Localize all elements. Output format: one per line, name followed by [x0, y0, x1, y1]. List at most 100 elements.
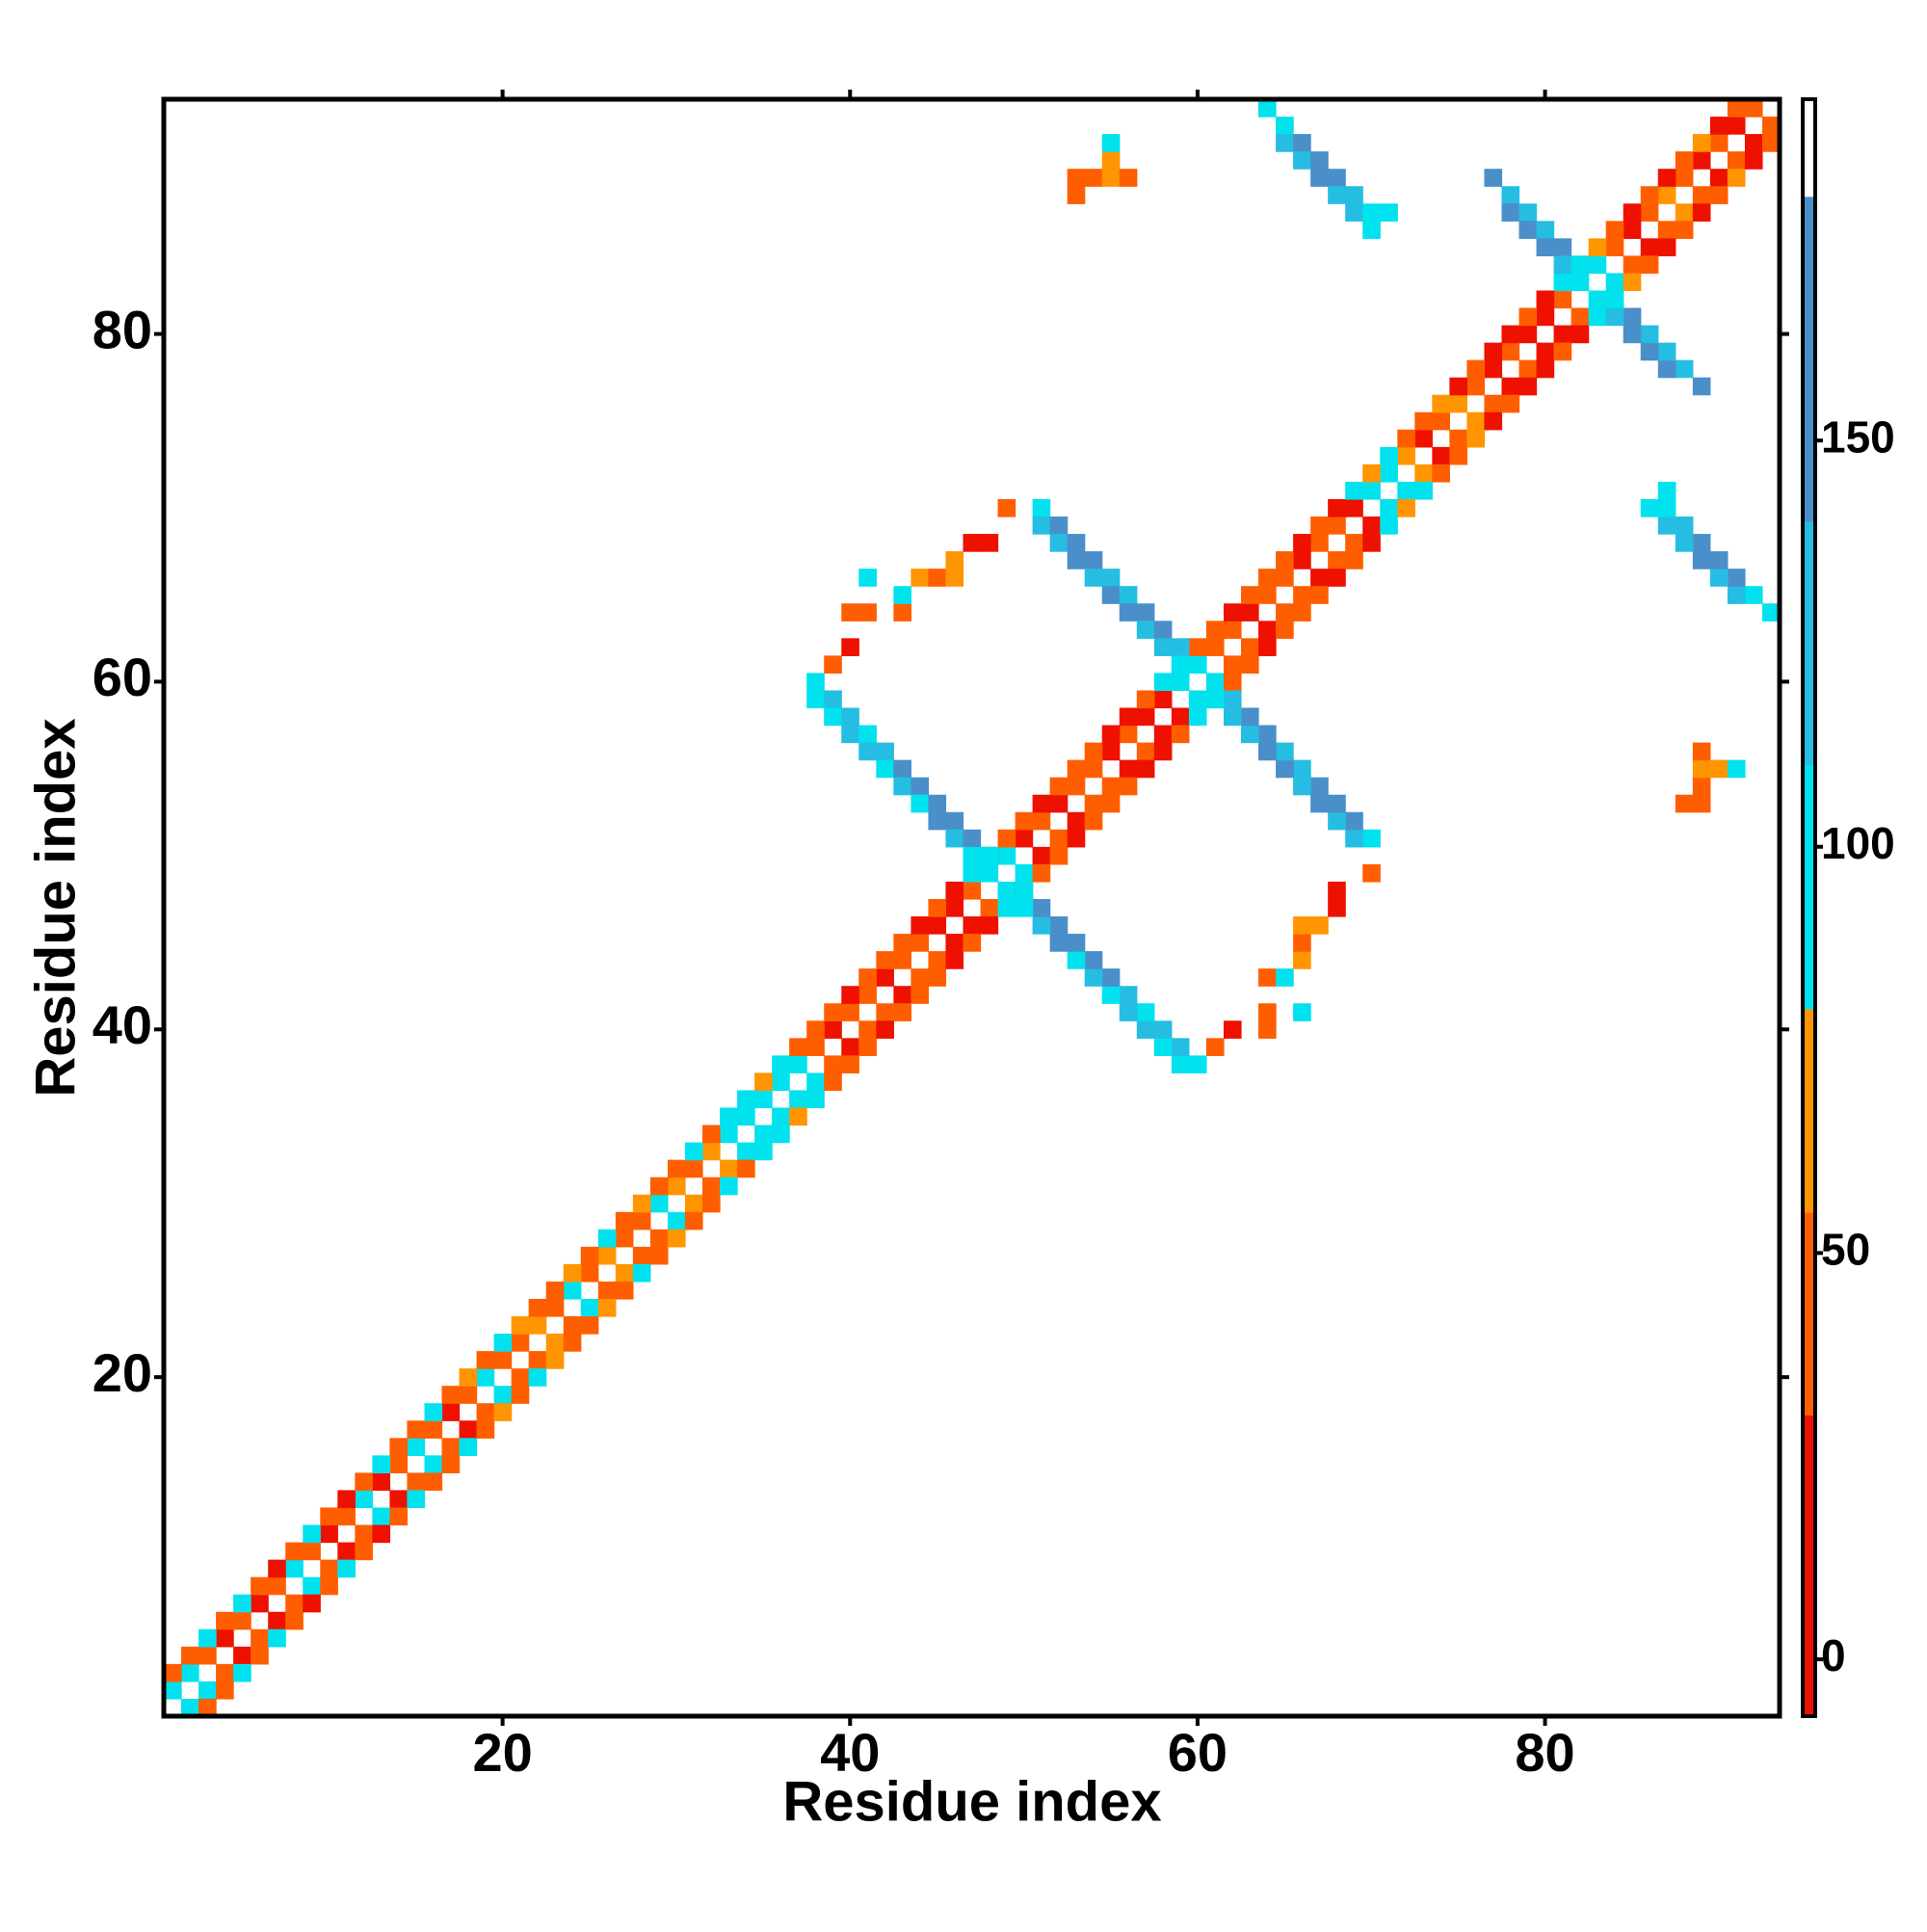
- heatmap-cell: [1136, 742, 1155, 761]
- heatmap-cell: [1727, 759, 1746, 779]
- heatmap-cell: [1709, 759, 1729, 779]
- heatmap-cell: [1536, 342, 1555, 361]
- heatmap-cell: [1258, 725, 1277, 744]
- heatmap-cell: [164, 1663, 182, 1682]
- heatmap-cell: [945, 829, 964, 848]
- heatmap-cell: [268, 1559, 286, 1578]
- heatmap-cell: [320, 1576, 338, 1596]
- heatmap-cell: [493, 1386, 513, 1404]
- heatmap-cell: [1449, 446, 1468, 465]
- heatmap-cell: [893, 934, 911, 952]
- heatmap-cell: [1015, 829, 1034, 848]
- heatmap-cell: [1276, 117, 1294, 135]
- heatmap-cell: [1223, 690, 1242, 709]
- heatmap-cell: [737, 1090, 755, 1109]
- heatmap-cell: [1675, 516, 1694, 535]
- heatmap-cell: [1518, 359, 1538, 379]
- heatmap-cell: [772, 1055, 790, 1074]
- heatmap-cell: [1067, 811, 1086, 831]
- heatmap-cell: [1675, 221, 1694, 239]
- heatmap-cell: [911, 794, 930, 813]
- heatmap-cell: [1067, 169, 1086, 187]
- colorbar-frame: [1801, 97, 1817, 1718]
- heatmap-cell: [1449, 429, 1468, 448]
- heatmap-cell: [1293, 759, 1311, 779]
- heatmap-cell: [824, 707, 842, 727]
- heatmap-cell: [1032, 498, 1051, 517]
- heatmap-cell: [1640, 186, 1659, 204]
- heatmap-cell: [893, 603, 911, 622]
- heatmap-cell: [216, 1663, 234, 1682]
- heatmap-cell: [1032, 794, 1051, 813]
- heatmap-cell: [1328, 794, 1346, 813]
- heatmap-cell: [824, 1003, 842, 1021]
- heatmap-cell: [858, 986, 877, 1004]
- heatmap-cell: [1553, 238, 1572, 256]
- heatmap-cell: [1328, 811, 1346, 831]
- heatmap-cell: [1223, 1020, 1242, 1039]
- heatmap-cell: [1571, 325, 1590, 344]
- heatmap-cell: [1136, 759, 1155, 779]
- heatmap-cell: [754, 1090, 773, 1109]
- heatmap-cell: [372, 1524, 391, 1544]
- heatmap-cell: [1466, 377, 1486, 396]
- x-tick-label: 80: [1515, 1722, 1574, 1783]
- heatmap-cell: [1241, 638, 1259, 656]
- heatmap-cell: [337, 1490, 356, 1509]
- heatmap-cell: [841, 725, 859, 744]
- heatmap-cell: [1380, 463, 1398, 483]
- heatmap-cell: [1067, 777, 1086, 796]
- heatmap-cell: [1136, 603, 1155, 622]
- heatmap-cell: [754, 1072, 773, 1092]
- heatmap-cell: [772, 1072, 790, 1092]
- heatmap-cell: [632, 1263, 651, 1283]
- heatmap-cell: [198, 1646, 217, 1665]
- heatmap-cell: [841, 1055, 859, 1074]
- heatmap-cell: [945, 551, 964, 569]
- colorbar-segment: [1803, 197, 1815, 522]
- heatmap-cell: [1101, 742, 1121, 761]
- heatmap-cell: [1744, 586, 1763, 604]
- heatmap-cell: [1153, 1038, 1173, 1056]
- heatmap-cell: [511, 1316, 530, 1335]
- heatmap-cell: [528, 1368, 547, 1387]
- heatmap-cell: [1136, 690, 1155, 709]
- heatmap-cell: [1276, 134, 1294, 152]
- heatmap-cell: [1153, 690, 1173, 709]
- y-axis-title: Residue index: [24, 718, 87, 1097]
- heatmap-cell: [389, 1455, 409, 1473]
- heatmap-cell: [528, 1316, 547, 1335]
- heatmap-cell: [1032, 898, 1051, 917]
- heatmap-cell: [615, 1211, 634, 1231]
- heatmap-cell: [1084, 968, 1103, 987]
- heatmap-cell: [268, 1611, 286, 1630]
- heatmap-cell: [772, 1125, 790, 1144]
- heatmap-cell: [251, 1628, 269, 1648]
- heatmap-cell: [1692, 134, 1711, 152]
- heatmap-cell: [911, 569, 930, 587]
- heatmap-cell: [1153, 621, 1173, 639]
- colorbar-segment: [1803, 1416, 1815, 1716]
- heatmap-cell: [1709, 169, 1729, 187]
- heatmap-cell: [1709, 186, 1729, 204]
- heatmap-cell: [1623, 307, 1642, 327]
- heatmap-cell: [1084, 742, 1103, 761]
- heatmap-cell: [198, 1681, 217, 1700]
- heatmap-cell: [1727, 99, 1746, 118]
- heatmap-cell: [1310, 169, 1329, 187]
- heatmap-cell: [1536, 307, 1555, 327]
- heatmap-cell: [1414, 429, 1433, 448]
- heatmap-cell: [1258, 638, 1277, 656]
- heatmap-cell: [1328, 551, 1346, 569]
- heatmap-cell: [1518, 325, 1538, 344]
- heatmap-cell: [1397, 498, 1415, 517]
- heatmap-cell: [1397, 481, 1415, 500]
- heatmap-cell: [1380, 516, 1398, 535]
- heatmap-cell: [563, 1316, 582, 1335]
- heatmap-cell: [720, 1107, 738, 1126]
- heatmap-cell: [1032, 811, 1051, 831]
- heatmap-cell: [1049, 777, 1069, 796]
- heatmap-cell: [1588, 290, 1607, 309]
- heatmap-cell: [337, 1559, 356, 1578]
- heatmap-cell: [737, 1142, 755, 1161]
